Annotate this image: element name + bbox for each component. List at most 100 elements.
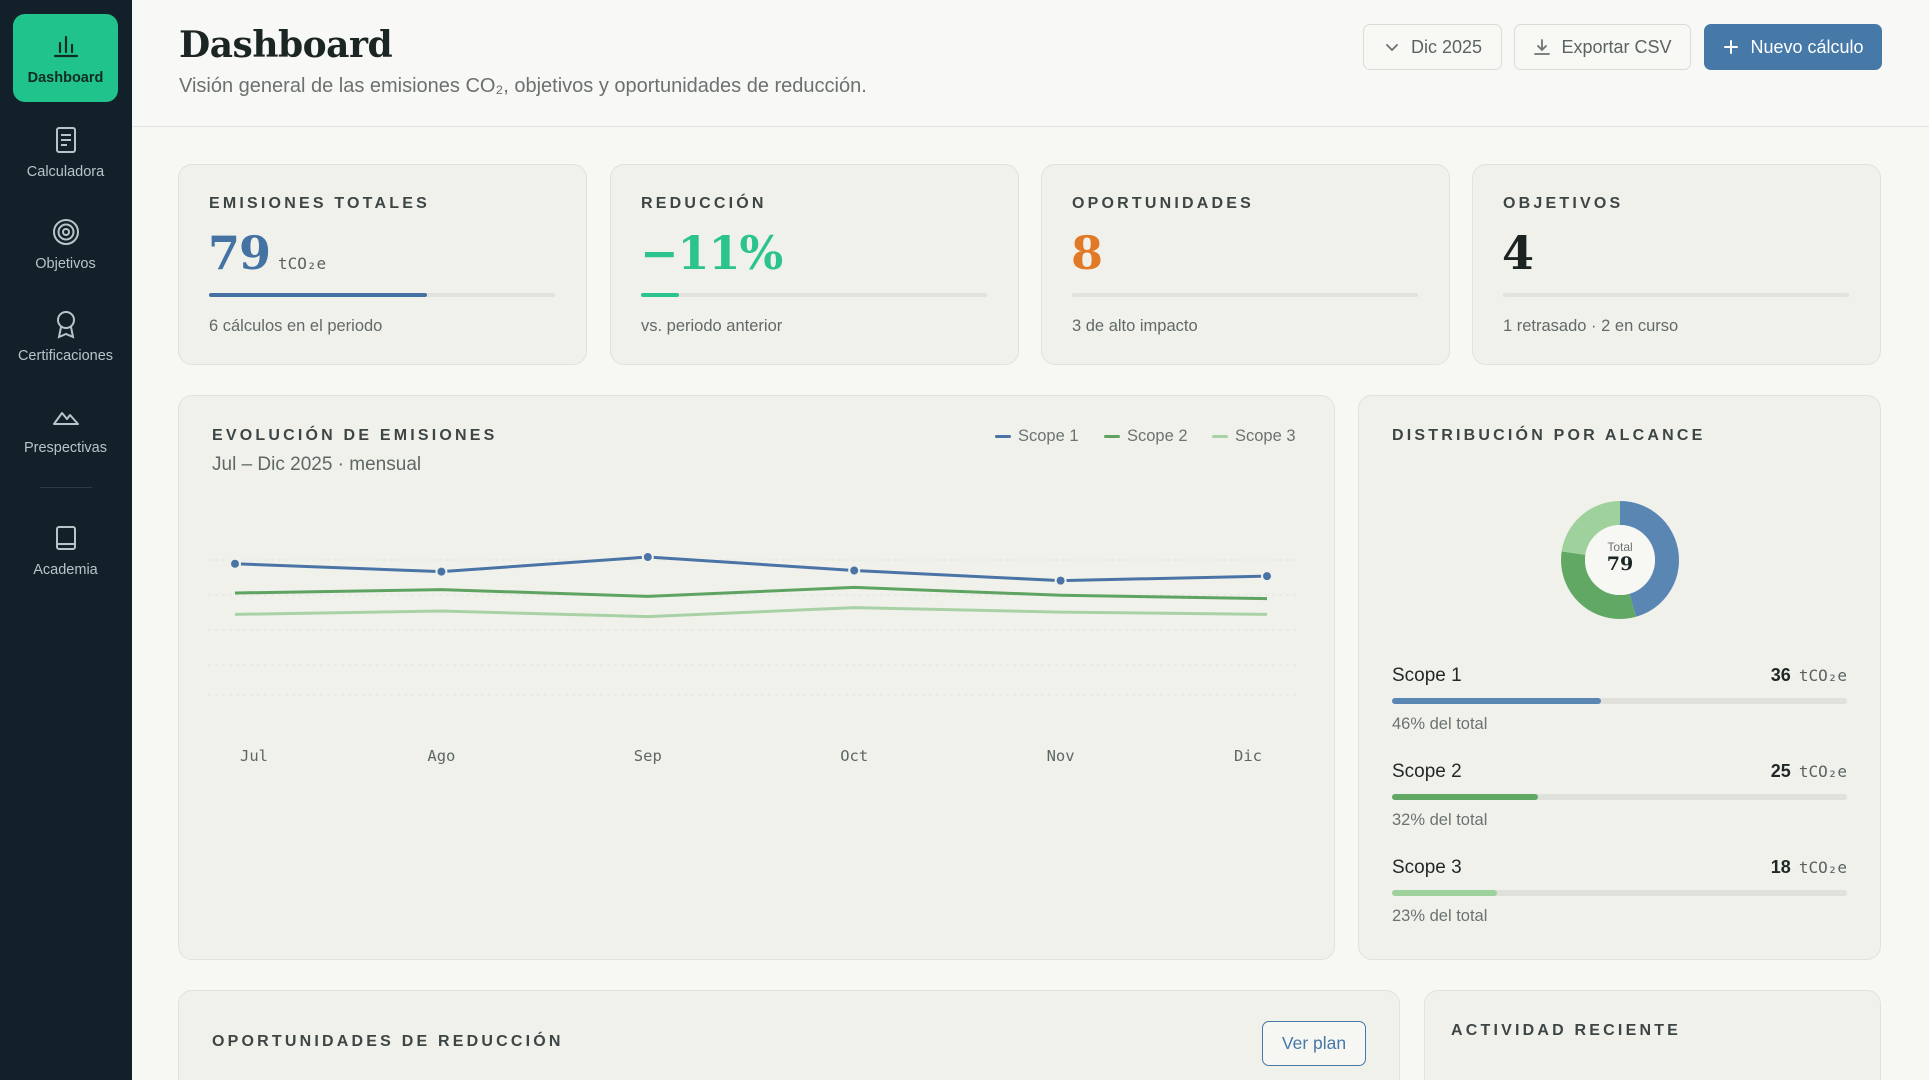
emissions-evolution-card (178, 395, 1335, 960)
scope-bar-fill (1392, 698, 1602, 704)
scope-donut-chart (1561, 501, 1679, 619)
x-tick-label: Oct (840, 747, 868, 765)
chevron-down-icon (1386, 44, 1398, 52)
kpi-card-objectives: OBJETIVOS 4 1 retrasado · 2 en curso (1472, 164, 1881, 365)
kpi-note: 1 retrasado · 2 en curso (1503, 317, 1679, 335)
scope-value-row: 18 tCO₂e (1392, 857, 1847, 881)
export-csv-button[interactable]: Exportar CSV (1514, 24, 1691, 70)
series-line (234, 606, 1268, 619)
legend-item-scope-1: Scope 1 (995, 427, 1079, 446)
sidebar-item-prespectivas[interactable]: Prespectivas (13, 384, 118, 472)
donut-total-label: Total (1607, 540, 1633, 554)
kpi-number: 79 (208, 226, 271, 280)
sidebar-item-label: Objetivos (35, 255, 96, 272)
kpi-label: EMISIONES TOTALES (209, 195, 430, 212)
kpi-card-opportunities: OPORTUNIDADES 8 3 de alto impacto (1041, 164, 1450, 365)
kpi-card-reduction: REDUCCIÓN −11% vs. periodo anterior (610, 164, 1019, 365)
x-tick-label: Jul (240, 747, 268, 765)
kpi-value: −11% (640, 226, 783, 280)
scope-pct: 23% del total (1392, 907, 1488, 925)
scope-number: 36 (1770, 665, 1791, 685)
bar-chart-icon (53, 35, 78, 57)
kpi-progress-fill (641, 293, 680, 297)
kpi-progress (1072, 293, 1418, 297)
sidebar: Dashboard Calculadora Objetivos Certific… (0, 0, 132, 1080)
donut-hole (1585, 525, 1655, 595)
scope-value: 36 tCO₂e (1771, 665, 1847, 686)
sidebar-item-label: Prespectivas (23, 439, 107, 456)
scope-bar (1392, 698, 1847, 704)
opportunities-title: OPORTUNIDADES DE REDUCCIÓN (212, 1033, 564, 1050)
x-tick-label: Sep (634, 747, 662, 765)
recent-activity-card (1424, 990, 1881, 1080)
legend-item-scope-3: Scope 3 (1212, 427, 1296, 446)
legend-label: Scope 2 (1127, 427, 1188, 445)
scope-pct: 46% del total (1392, 715, 1488, 733)
legend-item-scope-2: Scope 2 (1104, 427, 1188, 446)
sidebar-item-calculadora[interactable]: Calculadora (13, 108, 118, 196)
activity-title: ACTIVIDAD RECIENTE (1451, 1022, 1682, 1039)
kpi-unit: tCO₂e (278, 254, 327, 273)
sidebar-divider (40, 487, 92, 488)
sidebar-item-dashboard[interactable]: Dashboard (13, 14, 118, 102)
series-point (435, 565, 448, 578)
mountain-icon (52, 411, 79, 425)
scope-bar (1392, 794, 1847, 800)
legend-swatch (995, 435, 1011, 438)
scope-name: Scope 2 (1392, 761, 1462, 782)
donut-total-value: 79 (1606, 553, 1634, 575)
scope-name: Scope 1 (1392, 665, 1462, 686)
sidebar-item-label: Calculadora (26, 163, 105, 180)
sidebar-item-label: Certificaciones (17, 347, 114, 364)
series-point (848, 564, 861, 577)
legend-swatch (1212, 435, 1228, 438)
scope-value: 18 tCO₂e (1771, 857, 1847, 878)
target-icon (52, 218, 79, 245)
legend-label: Scope 1 (1018, 427, 1079, 445)
kpi-note: vs. periodo anterior (641, 317, 783, 335)
sidebar-item-certificaciones[interactable]: Certificaciones (13, 292, 118, 380)
evolution-subtitle: Jul – Dic 2025 · mensual (212, 454, 422, 475)
period-select[interactable]: Dic 2025 (1363, 24, 1502, 70)
distribution-title: DISTRIBUCIÓN POR ALCANCE (1392, 427, 1706, 444)
sidebar-item-academia[interactable]: Academia (13, 506, 118, 594)
sidebar-item-objetivos[interactable]: Objetivos (13, 200, 118, 288)
series-line (234, 555, 1268, 583)
period-label: Dic 2025 (1410, 36, 1483, 57)
sidebar-item-label: Academia (33, 561, 98, 578)
kpi-card-emissions: EMISIONES TOTALES 79 tCO₂e 6 cálculos en … (178, 164, 587, 365)
scope-value: 25 tCO₂e (1771, 761, 1847, 782)
page-header: Dashboard Visión general de las emisione… (132, 0, 1929, 127)
scope-name: Scope 3 (1392, 857, 1462, 878)
sidebar-item-label: Dashboard (27, 69, 104, 86)
kpi-progress (641, 293, 987, 297)
emissions-line-chart: Jul Ago Sep Oct Nov Dic (208, 551, 1300, 765)
scope-bar-fill (1392, 794, 1538, 800)
export-label: Exportar CSV (1561, 36, 1672, 57)
legend-label: Scope 3 (1235, 427, 1296, 445)
scope-unit: tCO₂e (1798, 858, 1847, 877)
x-tick-label: Dic (1234, 747, 1262, 765)
reduction-opportunities-card (178, 990, 1400, 1080)
document-icon (55, 126, 76, 153)
scope-bar (1392, 890, 1847, 896)
legend-swatch (1104, 435, 1120, 438)
scope-value-row: 36 tCO₂e (1392, 665, 1847, 689)
series-point (1054, 574, 1067, 587)
kpi-label: REDUCCIÓN (641, 195, 767, 212)
award-icon (56, 310, 75, 339)
book-icon (55, 525, 76, 550)
new-calculation-button[interactable]: Nuevo cálculo (1704, 24, 1882, 70)
kpi-note: 3 de alto impacto (1072, 317, 1198, 335)
page-subtitle: Visión general de las emisiones CO₂, obj… (179, 75, 867, 97)
view-plan-button[interactable]: Ver plan (1262, 1021, 1366, 1066)
series-line (234, 585, 1268, 601)
scope-value-row: 25 tCO₂e (1392, 761, 1847, 785)
kpi-label: OBJETIVOS (1503, 195, 1624, 212)
kpi-value: 79 tCO₂e (208, 226, 326, 280)
series-point (1261, 570, 1273, 583)
kpi-label: OPORTUNIDADES (1072, 195, 1255, 212)
scope-distribution-card (1358, 395, 1881, 960)
plus-icon (1724, 40, 1739, 54)
evolution-title: EVOLUCIÓN DE EMISIONES (212, 427, 498, 444)
